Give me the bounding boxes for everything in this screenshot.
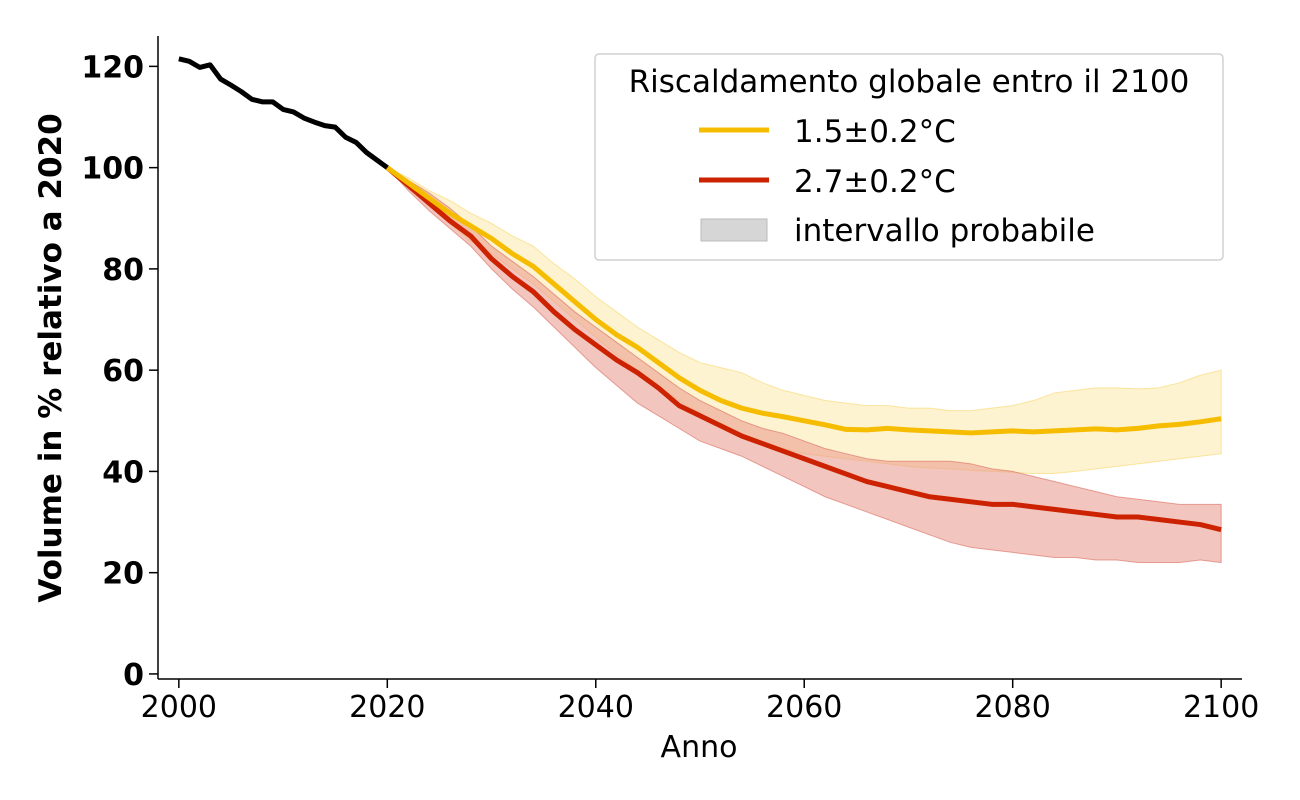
uncertainty-bands [386,167,1222,564]
y-tick-label: 0 [123,658,144,693]
legend-label-low: 1.5±0.2°C [794,114,956,150]
series-line-historical [178,56,389,170]
y-tick-label: 40 [102,455,144,490]
series-line-1-5 [385,165,1222,436]
x-tick-label: 2000 [141,690,217,725]
legend: Riscaldamento globale entro il 2100 1.5±… [594,53,1224,261]
x-tick-label: 2020 [349,690,425,725]
axes [157,36,1242,680]
x-tick-label: 2040 [558,690,634,725]
x-ticks: 2000 2020 2040 2060 2080 2100 [141,679,1259,725]
legend-frame [594,53,1224,261]
series-line-2-7 [385,165,1222,533]
legend-label-range: intervallo probabile [794,213,1095,249]
x-tick-label: 2080 [975,690,1051,725]
y-ticks: 0 20 40 60 80 100 120 [81,50,158,693]
band-2-7 [386,167,1222,564]
y-tick-label: 80 [102,253,144,288]
series-lines [178,56,1222,533]
legend-label-high: 2.7±0.2°C [794,164,956,200]
y-tick-label: 100 [81,152,144,187]
x-tick-label: 2100 [1183,690,1259,725]
x-tick-label: 2060 [766,690,842,725]
x-axis-label: Anno [661,730,738,765]
y-tick-label: 120 [81,50,144,85]
y-tick-label: 60 [102,354,144,389]
y-tick-label: 20 [102,557,144,592]
legend-swatch-range [700,218,768,242]
legend-title: Riscaldamento globale entro il 2100 [629,64,1190,100]
y-axis-label: Volume in % relativo a 2020 [33,113,69,602]
